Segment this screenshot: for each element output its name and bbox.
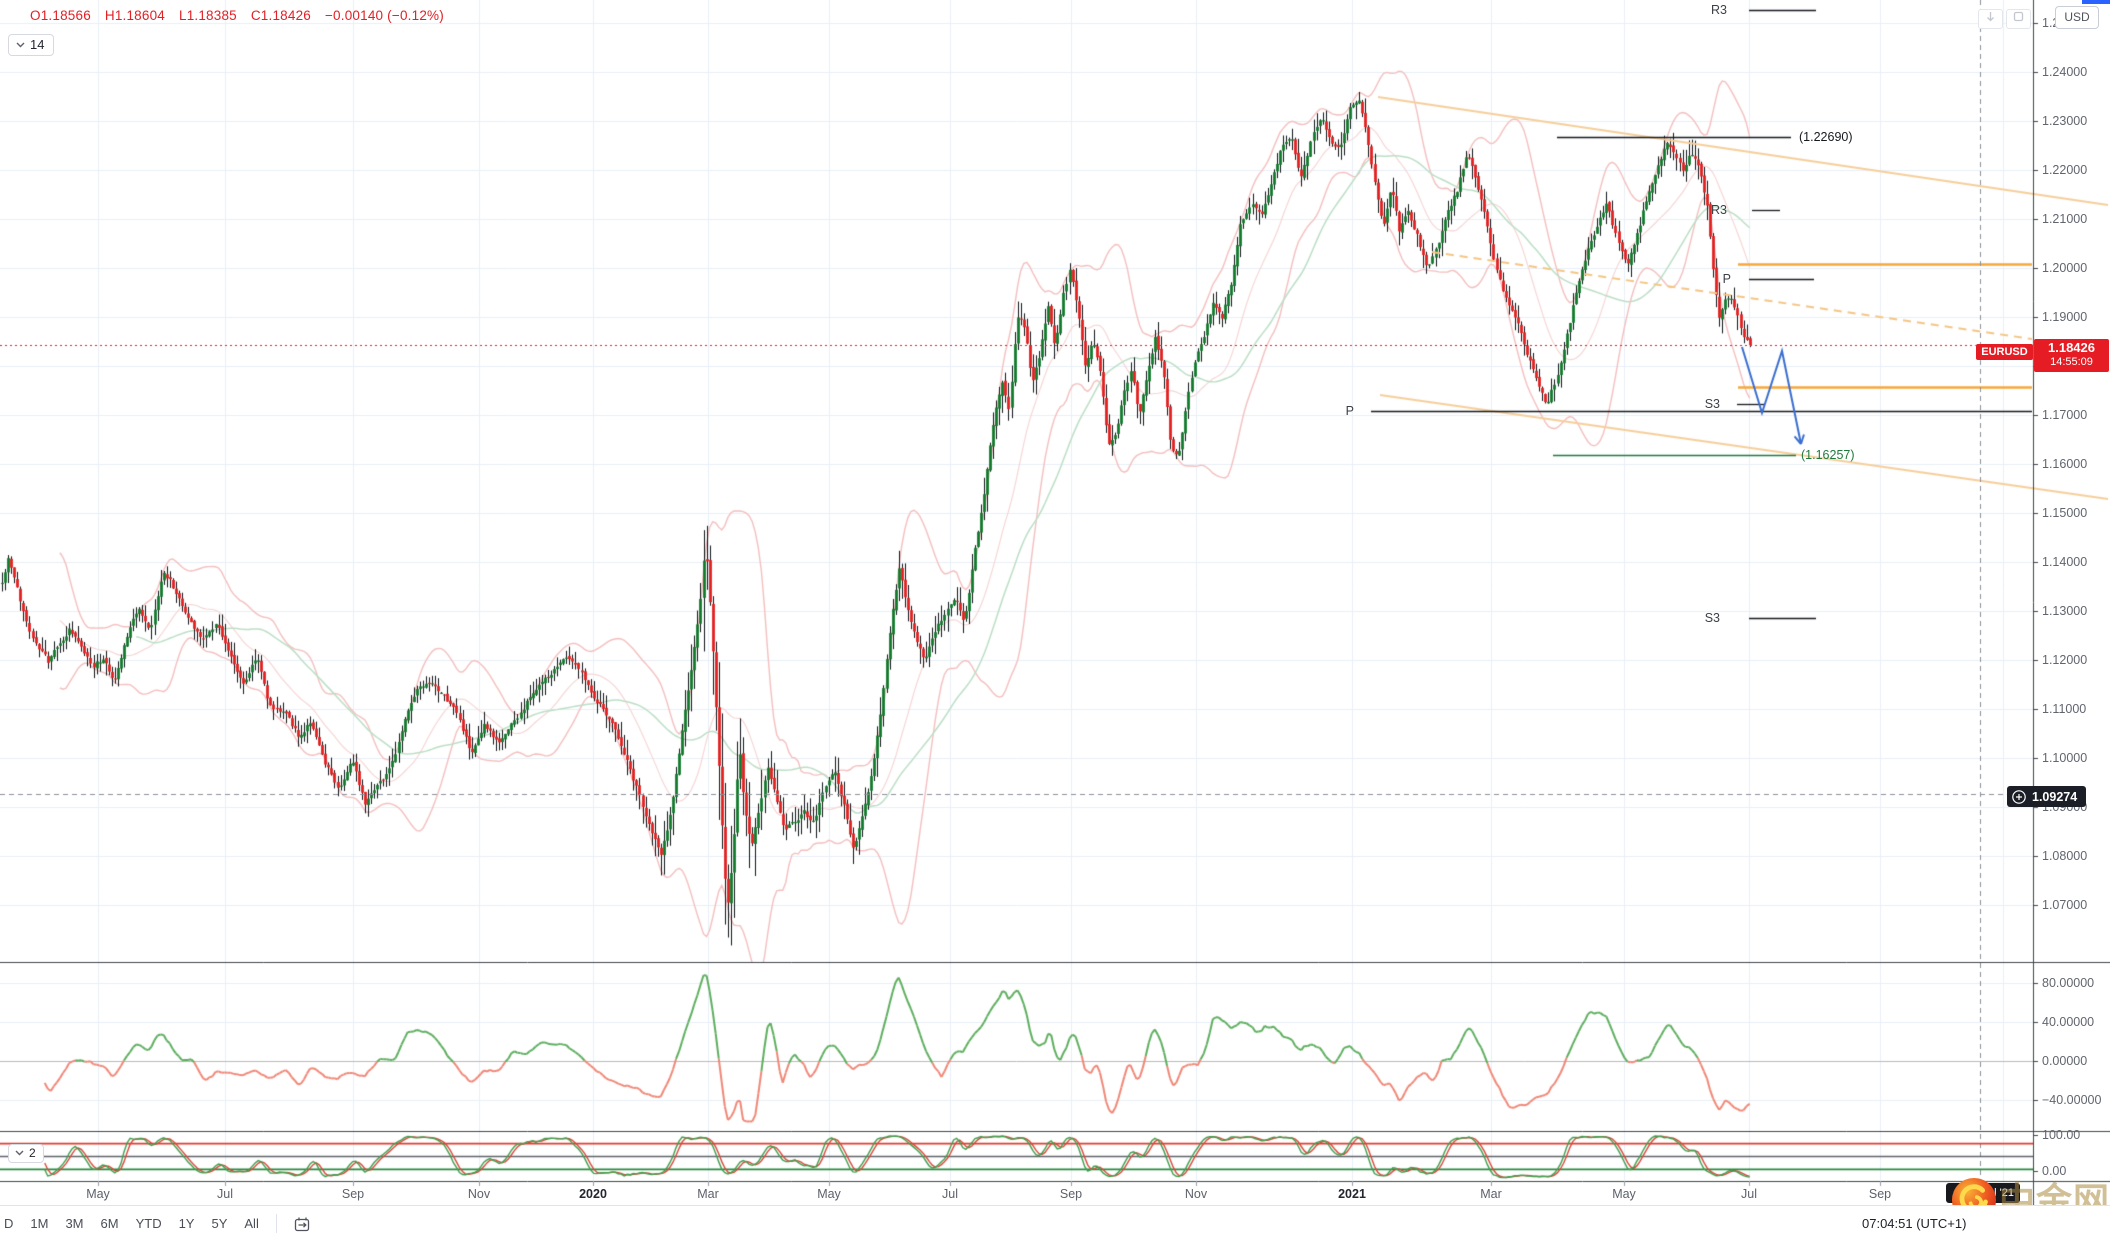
low-label: L <box>178 8 187 23</box>
range-button-3m[interactable]: 3M <box>65 1216 84 1231</box>
open-label: O <box>30 8 41 23</box>
range-button-d[interactable]: D <box>4 1216 14 1231</box>
pivot-annotation-label: P <box>1722 272 1731 286</box>
range-button-1y[interactable]: 1Y <box>178 1216 195 1231</box>
stoch-tick-label: 0.00 <box>2042 1164 2067 1178</box>
range-button-1m[interactable]: 1M <box>30 1216 49 1231</box>
price-tick-label: 1.17000 <box>2042 408 2088 422</box>
price-tick-label: 1.13000 <box>2042 604 2088 618</box>
oscillator-tick-label: 40.00000 <box>2042 1015 2095 1029</box>
crosshair-price-badge[interactable]: 1.09274 <box>2007 786 2087 807</box>
chevron-down-icon <box>16 42 25 47</box>
close-label: C <box>250 8 261 23</box>
stoch-period-dropdown[interactable]: 2 <box>8 1144 44 1163</box>
time-tick-label: Mar <box>1480 1187 1502 1201</box>
price-tick-label: 1.19000 <box>2042 310 2088 324</box>
pivot-annotation-label: S3 <box>1704 397 1720 411</box>
scroll-down-button[interactable] <box>1978 9 2003 29</box>
oscillator-tick-label: 0.00000 <box>2042 1054 2088 1068</box>
crosshair-price-value: 1.09274 <box>2032 789 2078 804</box>
price-tick-label: 1.08000 <box>2042 849 2088 863</box>
change-value: −0.00140 (−0.12%) <box>324 8 444 23</box>
time-tick-label: Sep <box>1059 1187 1083 1201</box>
symbol-price-label: EURUSD <box>1976 344 2033 360</box>
corner-accent <box>2082 0 2110 4</box>
time-tick-label: Jul <box>942 1187 958 1201</box>
oscillator-tick-label: −40.00000 <box>2042 1093 2102 1107</box>
price-tick-label: 1.14000 <box>2042 555 2088 569</box>
price-tick-label: 1.10000 <box>2042 751 2088 765</box>
pivot-annotation-label: P <box>1345 404 1354 418</box>
plus-circle-icon[interactable] <box>2011 789 2027 805</box>
time-tick-label: Sep <box>1868 1187 1892 1201</box>
price-tick-label: 1.24000 <box>2042 65 2088 79</box>
pivot-annotation-label: (1.22690) <box>1799 130 1853 144</box>
indicator-period-dropdown[interactable]: 14 <box>8 34 55 56</box>
square-icon <box>2013 11 2024 22</box>
range-button-all[interactable]: All <box>244 1216 259 1231</box>
time-tick-label: May <box>1612 1187 1636 1201</box>
time-tick-label: Jul <box>217 1187 233 1201</box>
time-tick-label: May <box>86 1187 110 1201</box>
price-tick-label: 1.20000 <box>2042 261 2088 275</box>
last-price-value: 1.18426 <box>2048 340 2095 355</box>
stoch-period-value: 2 <box>29 1146 36 1160</box>
range-button-ytd[interactable]: YTD <box>135 1216 162 1231</box>
session-clock[interactable]: 07:04:51 (UTC+1) <box>1862 1216 1967 1231</box>
pivot-annotation-label: (1.16257) <box>1801 448 1855 462</box>
price-tick-label: 1.07000 <box>2042 898 2088 912</box>
open-value: 1.18566 <box>40 8 91 23</box>
price-tick-label: 1.22000 <box>2042 163 2088 177</box>
time-tick-label: May <box>817 1187 841 1201</box>
range-buttons: D 1M 3M 6M YTD 1Y 5Y All <box>4 1214 311 1233</box>
ohlc-readout: O1.18566 H1.18604 L1.18385 C1.18426 −0.0… <box>30 8 444 23</box>
chevron-down-icon <box>15 1150 24 1156</box>
time-tick-label: Nov <box>1184 1187 1208 1201</box>
close-value: 1.18426 <box>260 8 311 23</box>
price-tick-label: 1.21000 <box>2042 212 2088 226</box>
pivot-annotation-label: R3 <box>1711 3 1727 17</box>
price-tick-label: 1.23000 <box>2042 114 2088 128</box>
pivot-annotation-label: R3 <box>1711 203 1727 217</box>
maximize-button[interactable] <box>2006 9 2031 29</box>
time-tick-label: 2021 <box>1338 1187 1366 1201</box>
goto-date-icon[interactable] <box>294 1216 311 1232</box>
price-tick-label: 1.15000 <box>2042 506 2088 520</box>
price-tick-label: 1.16000 <box>2042 457 2088 471</box>
oscillator-tick-label: 80.00000 <box>2042 976 2095 990</box>
time-tick-label: Nov <box>467 1187 491 1201</box>
stoch-tick-label: 100.00 <box>2042 1128 2081 1142</box>
bar-countdown: 14:55:09 <box>2050 356 2093 368</box>
time-tick-label: Mar <box>697 1187 719 1201</box>
toolbar-divider <box>275 1214 277 1233</box>
price-tick-label: 1.11000 <box>2042 702 2087 716</box>
low-value: 1.18385 <box>186 8 237 23</box>
time-tick-label: 2020 <box>579 1187 607 1201</box>
time-tick-label: Sep <box>341 1187 365 1201</box>
time-tick-label: Jul <box>1741 1187 1757 1201</box>
indicator-period-value: 14 <box>30 37 45 52</box>
arrow-down-icon <box>1987 12 1994 22</box>
currency-button[interactable]: USD <box>2055 6 2099 29</box>
last-price-badge: 1.18426 14:55:09 <box>2034 339 2109 372</box>
high-label: H <box>104 8 115 23</box>
range-button-5y[interactable]: 5Y <box>211 1216 228 1231</box>
high-value: 1.18604 <box>114 8 166 23</box>
range-button-6m[interactable]: 6M <box>100 1216 119 1231</box>
pivot-annotation-label: S3 <box>1704 611 1720 625</box>
price-tick-label: 1.12000 <box>2042 653 2088 667</box>
